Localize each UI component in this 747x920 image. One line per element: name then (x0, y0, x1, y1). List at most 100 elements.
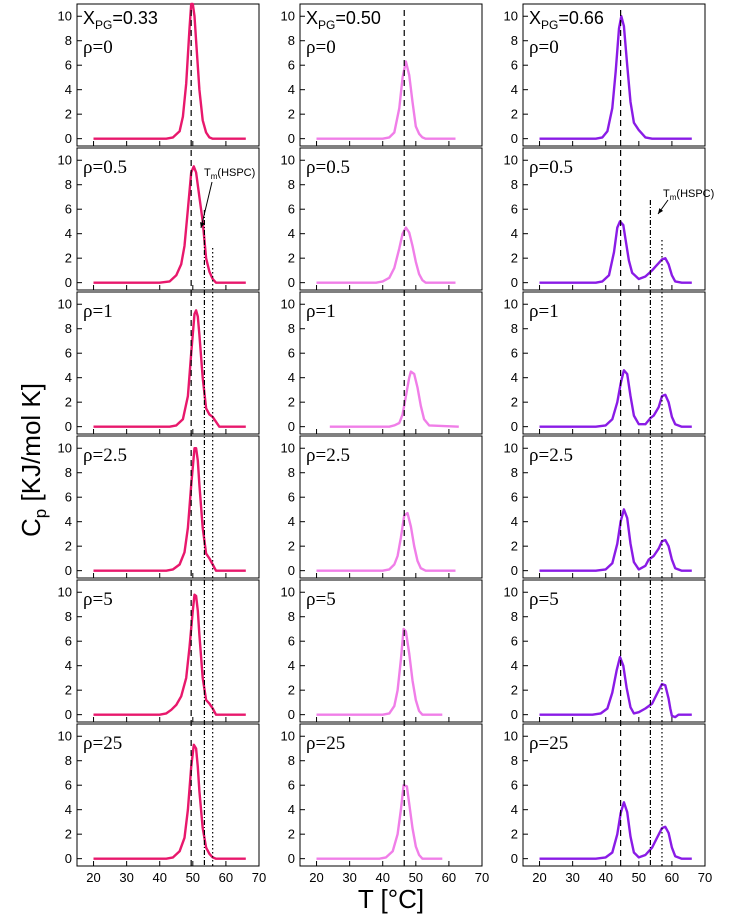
y-tick-label: 8 (511, 609, 518, 624)
panel-frame (522, 723, 706, 867)
series-xpg-0-33-5 (93, 593, 246, 716)
xpg-sub: PG (541, 18, 558, 32)
y-tick-label: 6 (288, 346, 295, 361)
panel-r5-c0: 0 2 4 6 8 10 20 30 40 50 60 70 ρ=25 (58, 723, 266, 885)
annotation-arrow-head (200, 222, 205, 228)
panel-r0-c2: 0 2 4 6 8 10 ρ=0 XPG=0.66 (504, 3, 706, 147)
xpg-main: X (83, 8, 95, 28)
y-tick-label: 4 (288, 658, 295, 673)
annotation-main: T (204, 167, 211, 179)
y-tick-label: 2 (288, 395, 295, 410)
y-tick-label: 0 (288, 707, 295, 722)
x-tick-label: 30 (565, 870, 579, 885)
y-tick-label: 8 (511, 465, 518, 480)
overlay-labels: Cp [KJ/mol K] T [°C] (16, 383, 424, 914)
y-tick-label: 2 (288, 251, 295, 266)
y-tick-label: 6 (288, 778, 295, 793)
series-xpg-0-66-25 (539, 801, 692, 860)
y-tick-label: 10 (58, 441, 72, 456)
y-tick-label: 10 (504, 297, 518, 312)
annotation-text: Tm(HSPC) (204, 167, 255, 181)
series-xpg-0-50-1 (329, 370, 459, 428)
xpg-value: =0.50 (335, 8, 381, 28)
y-tick-label: 4 (511, 82, 518, 97)
x-tick-label: 40 (598, 870, 612, 885)
y-tick-label: 6 (288, 202, 295, 217)
rho-label: ρ=5 (529, 589, 559, 610)
y-tick-label: 6 (65, 346, 72, 361)
x-tick-label: 50 (632, 870, 646, 885)
y-tick-label: 8 (288, 753, 295, 768)
panel-frame (522, 291, 706, 435)
annotation-arrow-shaft (200, 181, 213, 229)
xpg-main: X (529, 8, 541, 28)
series-xpg-0-50-25 (316, 784, 443, 860)
y-tick-label: 6 (288, 58, 295, 73)
rho-label: ρ=0 (529, 37, 559, 58)
series-xpg-0-33-25 (93, 743, 246, 860)
rho-label: ρ=2.5 (83, 445, 127, 466)
panel-frame (522, 147, 706, 291)
y-tick-label: 4 (288, 82, 295, 97)
xpg-label: XPG=0.33 (83, 8, 158, 32)
y-tick-label: 10 (504, 9, 518, 24)
y-tick-label: 8 (511, 753, 518, 768)
panel-r2-c2: 0 2 4 6 8 10 ρ=1 (504, 291, 706, 435)
panel-frame (76, 435, 260, 579)
panel-r5-c1: 0 2 4 6 8 10 20 30 40 50 60 70 ρ=25 (281, 723, 489, 885)
y-tick-label: 0 (511, 563, 518, 578)
y-tick-label: 10 (504, 729, 518, 744)
y-tick-label: 10 (58, 729, 72, 744)
y-tick-label: 10 (58, 9, 72, 24)
y-tick-label: 6 (288, 634, 295, 649)
y-tick-label: 4 (511, 658, 518, 673)
y-tick-label: 6 (511, 346, 518, 361)
xpg-label: XPG=0.50 (306, 8, 381, 32)
x-tick-label: 20 (309, 870, 323, 885)
rho-label: ρ=2.5 (529, 445, 573, 466)
panel-r4-c1: 0 2 4 6 8 10 ρ=5 (281, 579, 483, 723)
annotation-tm-hspc-xpg033: Tm(HSPC) (200, 167, 255, 229)
y-tick-label: 8 (65, 465, 72, 480)
y-tick-label: 10 (281, 585, 295, 600)
y-tick-label: 2 (288, 107, 295, 122)
y-tick-label: 10 (281, 9, 295, 24)
x-tick-label: 60 (442, 870, 456, 885)
y-tick-label: 0 (65, 131, 72, 146)
y-tick-label: 2 (511, 107, 518, 122)
y-tick-label: 4 (511, 370, 518, 385)
y-tick-label: 0 (65, 275, 72, 290)
rho-label: ρ=0.5 (529, 157, 573, 178)
xpg-main: X (306, 8, 318, 28)
y-tick-label: 4 (65, 514, 72, 529)
y-tick-label: 10 (504, 153, 518, 168)
reference-lines: Tm(HSPC)Tm(HSPC) (190, 10, 714, 866)
y-tick-label: 2 (65, 107, 72, 122)
rho-label: ρ=0.5 (306, 157, 350, 178)
series-xpg-0-66-0 (539, 15, 692, 140)
y-tick-label: 2 (65, 395, 72, 410)
y-tick-label: 8 (511, 321, 518, 336)
rho-label: ρ=5 (306, 589, 336, 610)
panel-r1-c0: 0 2 4 6 8 10 ρ=0.5 (58, 147, 260, 291)
y-tick-label: 0 (511, 851, 518, 866)
y-tick-label: 8 (65, 321, 72, 336)
x-tick-label: 40 (152, 870, 166, 885)
xpg-value: =0.66 (558, 8, 604, 28)
rho-label: ρ=0 (306, 37, 336, 58)
y-tick-label: 0 (288, 563, 295, 578)
x-tick-label: 20 (532, 870, 546, 885)
panel-grid: 0246810ρ=0XPG=0.330246810ρ=0XPG=0.500246… (58, 2, 712, 885)
y-tick-label: 6 (511, 490, 518, 505)
rho-label: ρ=5 (83, 589, 113, 610)
y-tick-label: 4 (288, 802, 295, 817)
y-tick-label: 4 (288, 226, 295, 241)
y-tick-label: 2 (511, 395, 518, 410)
x-axis-title: T [°C] (358, 884, 424, 914)
y-tick-label: 10 (58, 153, 72, 168)
panel-frame (522, 579, 706, 723)
rho-label: ρ=25 (306, 733, 345, 754)
annotation-arrow-head (658, 208, 664, 214)
annotation-tail: (HSPC) (217, 167, 255, 179)
y-tick-label: 6 (65, 490, 72, 505)
